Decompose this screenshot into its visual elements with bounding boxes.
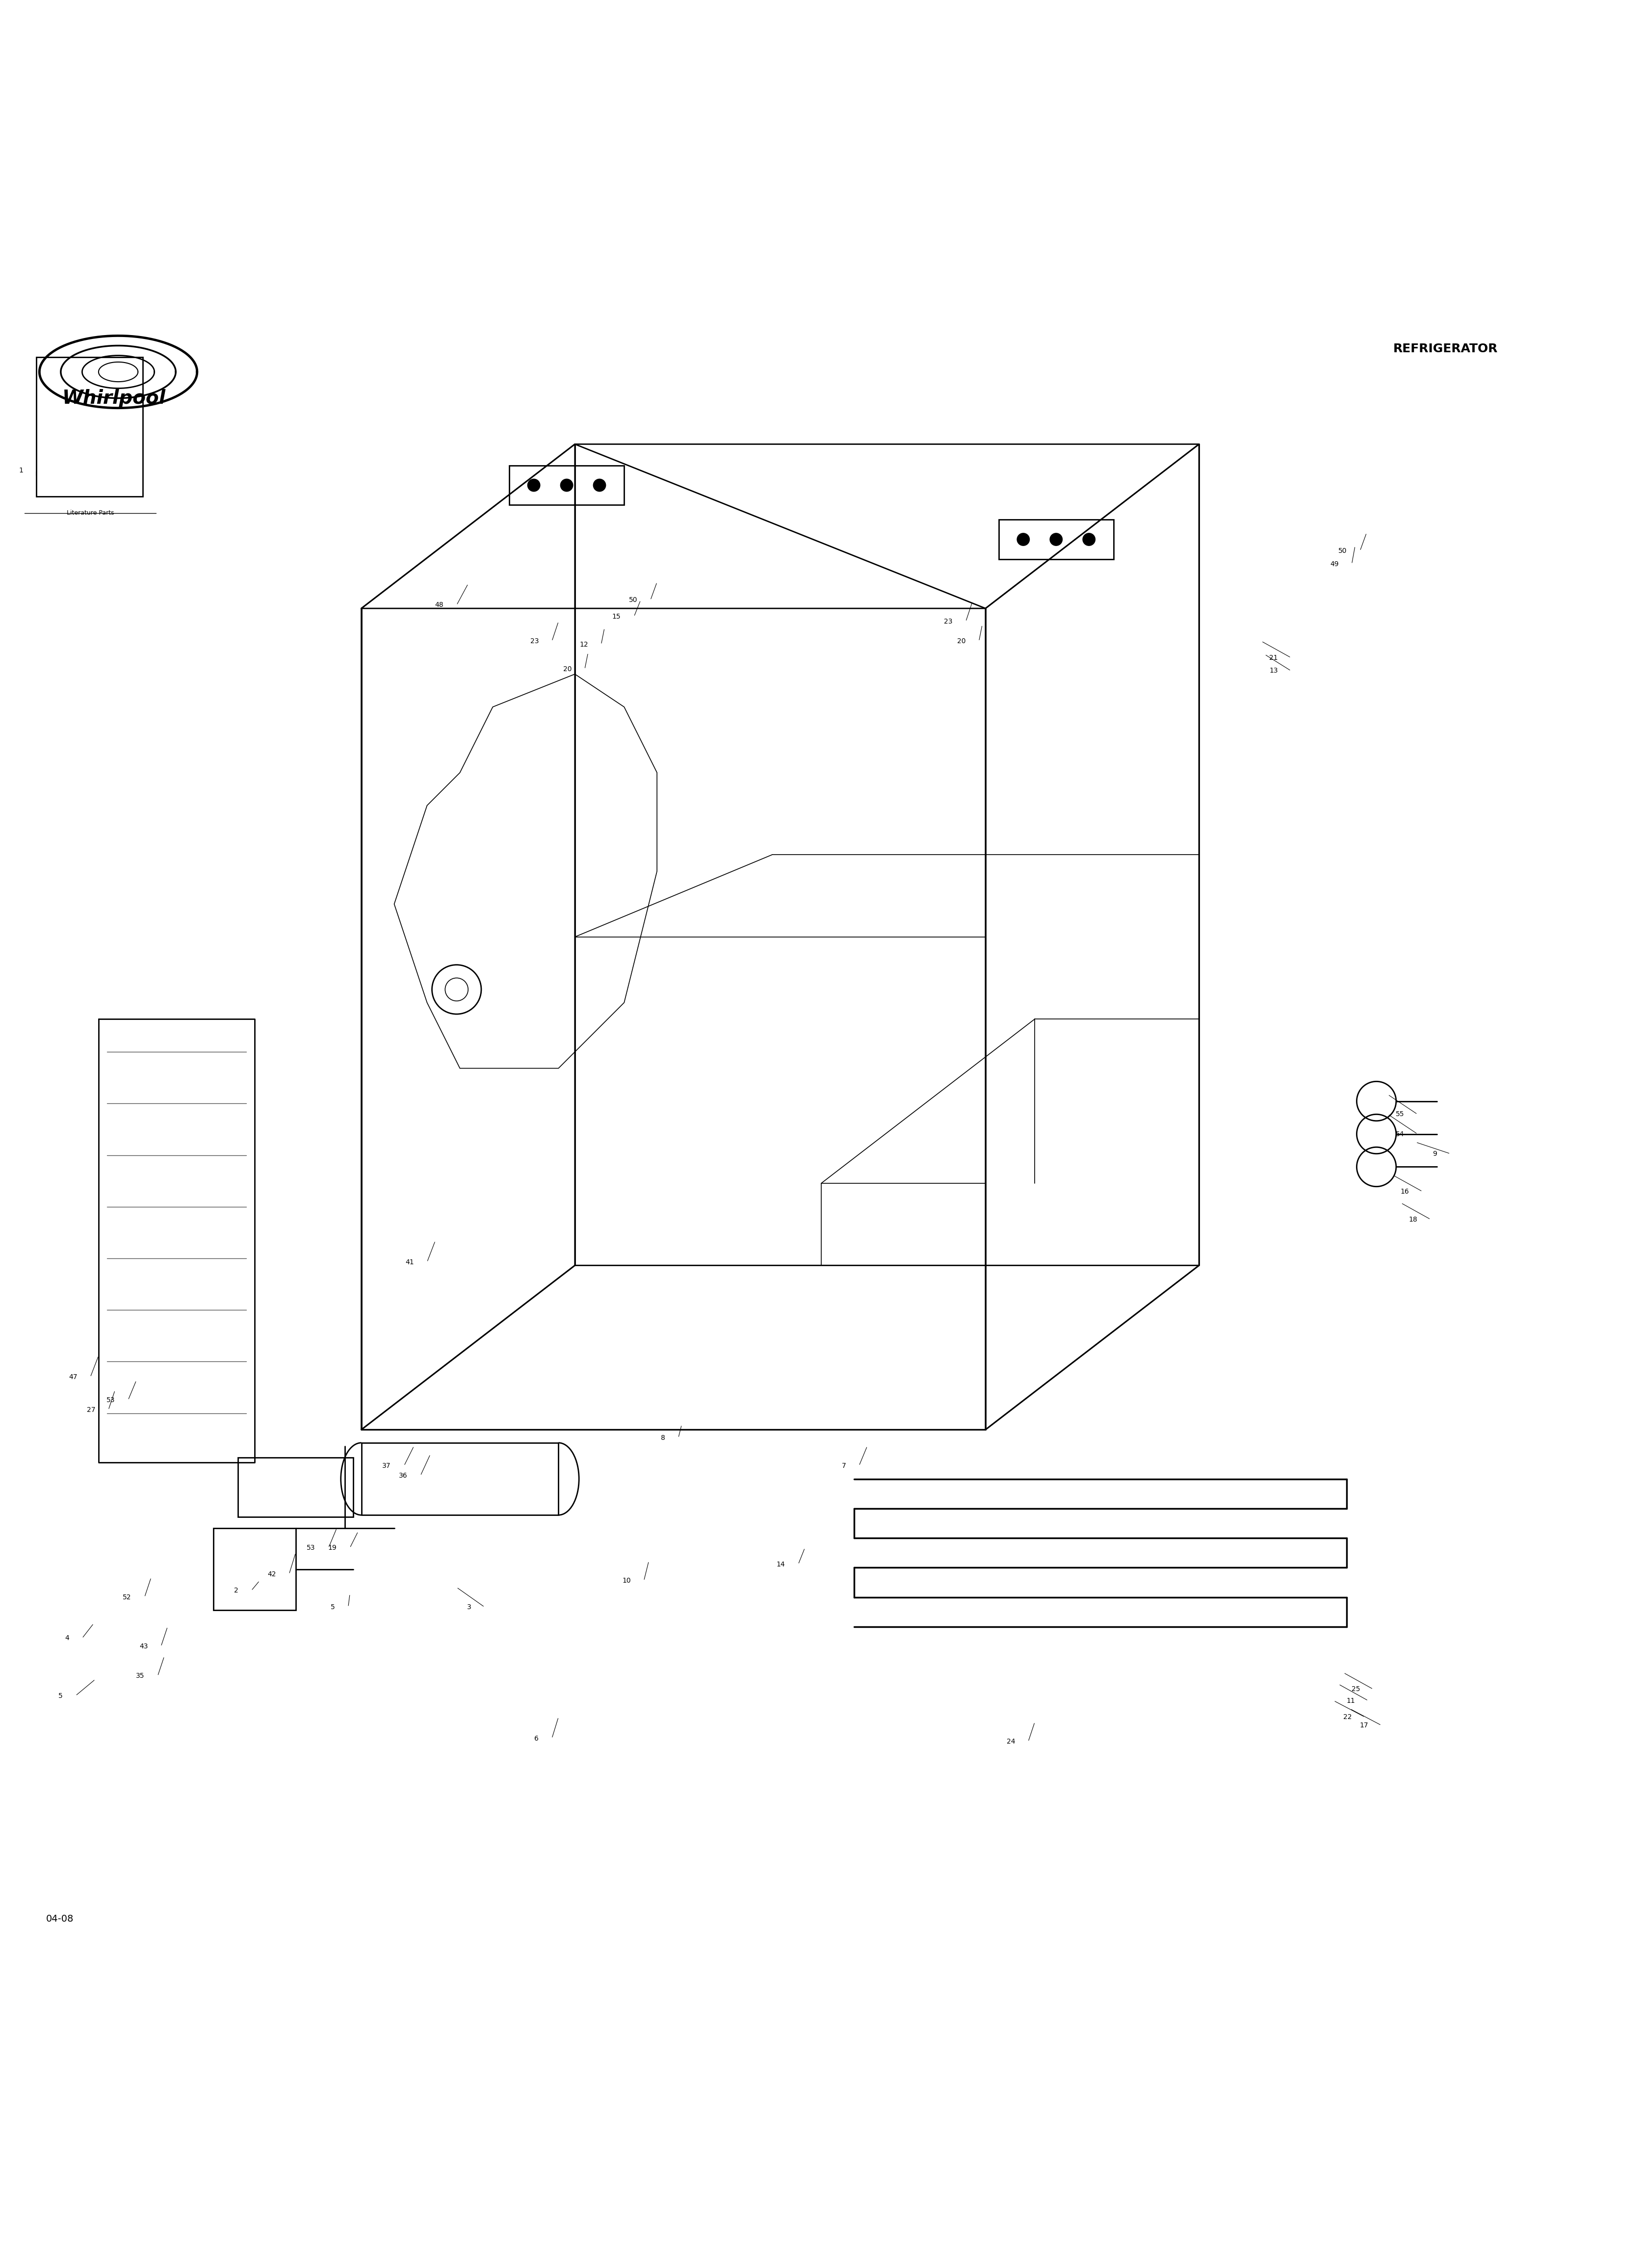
Text: 36: 36 [399,1472,407,1479]
Text: 27: 27 [87,1406,95,1413]
Text: 19: 19 [328,1545,337,1551]
Text: 8: 8 [660,1433,665,1440]
Circle shape [593,479,606,492]
Text: 15: 15 [612,612,621,619]
Text: 1: 1 [18,467,23,474]
Text: 52: 52 [123,1594,131,1601]
Text: 5: 5 [57,1692,62,1699]
Text: 11: 11 [1346,1696,1355,1703]
Text: 17: 17 [1360,1721,1368,1728]
Text: 14: 14 [777,1560,785,1567]
Text: 04-08: 04-08 [46,1914,74,1923]
Text: 48: 48 [435,601,443,608]
Text: 18: 18 [1409,1216,1417,1222]
Circle shape [560,479,573,492]
Text: 23: 23 [530,637,539,644]
Text: 50: 50 [629,596,637,603]
Text: 54: 54 [1396,1129,1404,1139]
Circle shape [1016,533,1030,547]
Text: 9: 9 [1432,1150,1437,1157]
Text: 2: 2 [233,1588,238,1594]
Text: 47: 47 [69,1374,77,1381]
Text: 20: 20 [957,637,965,644]
Text: REFRIGERATOR: REFRIGERATOR [1392,342,1498,354]
Text: 49: 49 [1330,560,1338,567]
Bar [361,1442,558,1515]
Text: 21: 21 [1269,653,1277,660]
Bar [36,356,143,497]
Text: 6: 6 [534,1735,539,1742]
Text: Literature Parts: Literature Parts [67,510,113,517]
Text: Whirlpool: Whirlpool [62,388,166,408]
Text: 43: 43 [140,1642,148,1649]
Text: 55: 55 [1396,1111,1404,1118]
Text: 10: 10 [622,1576,631,1583]
Text: 16: 16 [1401,1188,1409,1195]
Text: 4: 4 [64,1635,69,1642]
Text: 53: 53 [107,1397,115,1404]
Text: 13: 13 [1269,667,1277,674]
Circle shape [1049,533,1062,547]
Circle shape [527,479,540,492]
Text: 53: 53 [307,1545,315,1551]
Text: 5: 5 [330,1603,335,1610]
Text: 3: 3 [466,1603,471,1610]
Text: 35: 35 [136,1672,144,1681]
Bar [213,1529,296,1610]
Text: 42: 42 [268,1572,276,1579]
Bar [509,465,624,506]
Bar [238,1458,353,1517]
Text: 20: 20 [563,667,571,674]
Bar [998,519,1113,560]
Text: 25: 25 [1351,1685,1360,1692]
Text: 41: 41 [406,1259,414,1266]
Text: 12: 12 [580,642,588,649]
Circle shape [1082,533,1095,547]
Text: 50: 50 [1338,547,1346,553]
Text: 22: 22 [1343,1715,1351,1721]
Text: 24: 24 [1007,1737,1015,1744]
Text: 37: 37 [383,1463,391,1470]
Text: 7: 7 [841,1463,846,1470]
Text: 23: 23 [944,619,952,626]
